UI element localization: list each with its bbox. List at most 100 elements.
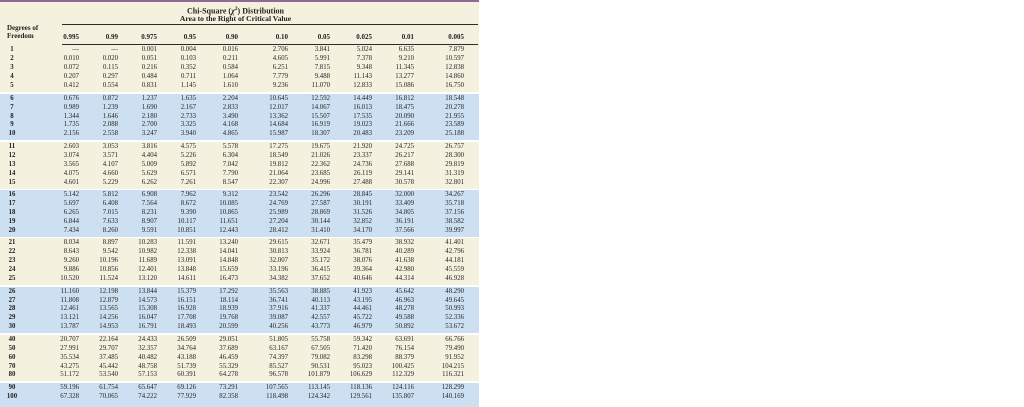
value-cell: 14.860	[445, 73, 464, 81]
value-cell: 15.659	[219, 266, 238, 274]
df-cell: 9	[10, 121, 14, 129]
value-cell: 59.196	[60, 384, 79, 392]
value-cell: 34.170	[353, 226, 372, 234]
value-cell: 24.736	[353, 160, 372, 168]
value-cell: 5.991	[314, 55, 330, 63]
table-band: 11 2.603 3.053 3.816 4.575 5.578 17.275 19.675 2…	[0, 141, 479, 189]
value-cell: 22.362	[311, 160, 330, 168]
value-cell: 27.587	[311, 200, 330, 208]
table-row: 13 3.565 4.107 5.009 5.892 7.042 19.812 22.362 2…	[0, 161, 479, 170]
value-cell: 107.565	[265, 384, 288, 392]
table-row: 28 12.461 13.565 15.308 16.928 18.939 37.916 41…	[0, 305, 479, 314]
value-cell: 32.007	[269, 257, 288, 265]
value-cell: 9.260	[63, 257, 79, 265]
df-cell: 4	[10, 73, 14, 81]
value-cell: 11.651	[219, 217, 238, 225]
value-cell: 10.520	[60, 274, 79, 282]
value-cell: 29.141	[395, 169, 414, 177]
df-cell: 17	[8, 200, 16, 208]
header-rule-thin	[62, 23, 478, 25]
df-cell: 50	[8, 344, 16, 352]
df-cell: 22	[8, 248, 16, 256]
value-cell: 40.482	[138, 353, 157, 361]
value-cell: 20.707	[60, 335, 79, 343]
column-header: 0.99	[105, 33, 118, 42]
value-cell: 0.072	[63, 64, 79, 72]
value-cell: 5.629	[141, 169, 157, 177]
value-cell: 14.684	[269, 121, 288, 129]
value-cell: 0.051	[141, 55, 157, 63]
value-cell: 17.275	[269, 142, 288, 150]
table-row: 80 51.172 53.540 57.153 60.391 64.278 96.578 10…	[0, 371, 479, 380]
table-row: 4 0.207 0.297 0.484 0.711 1.064 7.779 9.488 11.1…	[0, 73, 479, 82]
value-cell: 49.645	[445, 296, 464, 304]
value-cell: 17.535	[353, 112, 372, 120]
table-row: 12 3.074 3.571 4.404 5.226 6.304 18.549 21.026 2…	[0, 152, 479, 161]
value-cell: 4.168	[222, 121, 238, 129]
value-cell: 46.928	[445, 274, 464, 282]
value-cell: 38.932	[395, 239, 414, 247]
value-cell: 37.689	[219, 344, 238, 352]
value-cell: 29.051	[219, 335, 238, 343]
table-row: 60 35.534 37.485 40.482 43.188 46.459 74.397 79…	[0, 354, 479, 363]
column-header-spacer	[0, 33, 24, 41]
value-cell: 18.939	[219, 305, 238, 313]
value-cell: 5.229	[102, 178, 118, 186]
column-header: 0.01	[401, 33, 414, 42]
table-row: 70 43.275 45.442 48.758 51.739 55.329 85.527 90…	[0, 363, 479, 372]
value-cell: 37.652	[311, 274, 330, 282]
value-cell: 9.591	[141, 226, 157, 234]
value-cell: 28.869	[311, 208, 330, 216]
value-cell: 31.319	[445, 169, 464, 177]
value-cell: 88.379	[395, 353, 414, 361]
value-cell: 30.144	[311, 217, 330, 225]
value-cell: 76.154	[395, 344, 414, 352]
value-cell: 36.781	[353, 248, 372, 256]
value-cell: 8.260	[102, 226, 118, 234]
table-row: 50 27.991 29.707 32.357 34.764 37.689 63.167 67…	[0, 345, 479, 354]
value-cell: 28.300	[445, 151, 464, 159]
value-cell: 13.120	[138, 274, 157, 282]
value-cell: 74.397	[269, 353, 288, 361]
value-cell: 1.646	[102, 112, 118, 120]
value-cell: 3.490	[222, 112, 238, 120]
value-cell: 3.247	[141, 130, 157, 138]
value-cell: 82.358	[219, 393, 238, 401]
value-cell: 16.750	[445, 82, 464, 90]
value-cell: 48.278	[395, 305, 414, 313]
value-cell: 59.342	[353, 335, 372, 343]
value-cell: 19.023	[353, 121, 372, 129]
value-cell: 12.338	[177, 248, 196, 256]
value-cell: 13.848	[177, 266, 196, 274]
value-cell: 14.256	[99, 314, 118, 322]
value-cell: 45.442	[99, 362, 118, 370]
value-cell: 35.563	[269, 287, 288, 295]
value-cell: 32.671	[311, 239, 330, 247]
value-cell: 55.329	[219, 362, 238, 370]
value-cell: 65.647	[138, 384, 157, 392]
value-cell: 0.352	[180, 64, 196, 72]
value-cell: 35.172	[311, 257, 330, 265]
value-cell: 36.415	[311, 266, 330, 274]
value-cell: 124.116	[392, 384, 414, 392]
value-cell: 41.401	[445, 239, 464, 247]
value-cell: 18.307	[311, 130, 330, 138]
column-header: 0.95	[183, 33, 196, 42]
df-cell: 40	[8, 335, 16, 343]
value-cell: 12.833	[353, 82, 372, 90]
value-cell: 12.879	[99, 296, 118, 304]
value-cell: 13.277	[395, 73, 414, 81]
table-row: 10 2.156 2.558 3.247 3.940 4.865 15.987 18.307 2…	[0, 130, 479, 139]
value-cell: 11.345	[395, 64, 414, 72]
df-cell: 21	[8, 239, 16, 247]
value-cell: 30.191	[353, 200, 372, 208]
value-cell: 11.689	[138, 257, 157, 265]
value-cell: 7.962	[180, 191, 196, 199]
value-cell: 18.475	[395, 103, 414, 111]
value-cell: 12.198	[99, 287, 118, 295]
value-cell: 21.064	[269, 169, 288, 177]
table-row: 90 59.196 61.754 65.647 69.126 73.291 107.565 1…	[0, 384, 479, 393]
column-headers: 0.995 0.99 0.975 0.95 0.90 0.10 0.05 0.025 0.01 0…	[0, 33, 479, 41]
value-cell: 7.779	[272, 73, 288, 81]
value-cell: 0.872	[102, 94, 118, 102]
